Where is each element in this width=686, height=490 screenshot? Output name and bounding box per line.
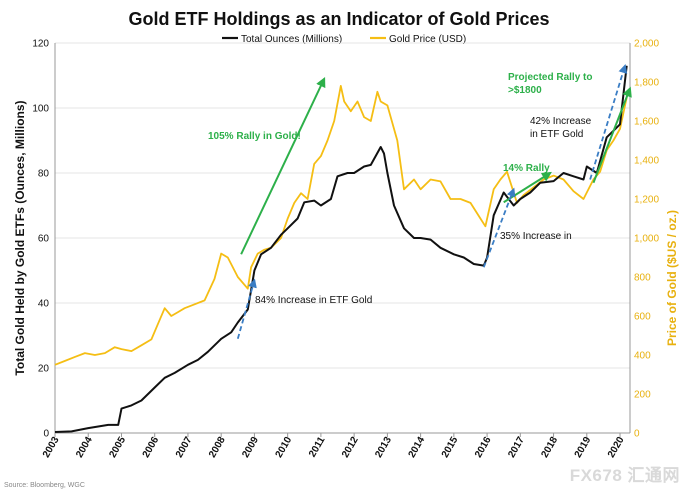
x-tick-label: 2010 [274,435,295,460]
annotation-projected-target: >$1800 [508,85,542,96]
right-tick-label: 600 [634,312,651,323]
left-tick-label: 0 [43,429,49,440]
annotation-in-etf-gold: in ETF Gold [530,129,583,140]
annotation-84-increase: 84% Increase in ETF Gold [255,295,372,306]
left-tick-label: 120 [32,39,49,50]
right-tick-label: 400 [634,351,651,362]
left-tick-label: 20 [38,364,50,375]
x-tick-label: 2014 [407,435,428,460]
x-tick-label: 2004 [74,435,95,460]
left-tick-label: 80 [38,169,50,180]
right-tick-label: 800 [634,273,651,284]
annotation-35-increase: 35% Increase in [500,231,572,242]
annotation-105-rally: 105% Rally in Gold! [208,131,301,142]
x-tick-label: 2006 [141,435,162,460]
trend-arrows [236,64,632,339]
trend-arrow-etf [482,187,516,268]
x-tick-label: 2005 [107,435,128,460]
x-tick-label: 2007 [174,435,195,460]
legend: Total Ounces (Millions) Gold Price (USD) [222,34,466,45]
x-tick-label: 2018 [540,435,561,460]
chart-title: Gold ETF Holdings as an Indicator of Gol… [128,9,549,29]
right-tick-label: 0 [634,429,640,440]
legend-label-price: Gold Price (USD) [389,34,466,45]
left-tick-label: 60 [38,234,50,245]
x-tick-label: 2015 [440,435,461,460]
trend-arrow-etf [236,278,257,339]
legend-label-ounces: Total Ounces (Millions) [241,34,342,45]
right-tick-label: 1,800 [634,78,659,89]
right-tick-label: 1,600 [634,117,659,128]
annotation-14-rally: 14% Rally [503,163,550,174]
x-tick-label: 2013 [373,435,394,460]
right-tick-label: 2,000 [634,39,659,50]
y-axis-title-right: Price of Gold ($US / oz.) [665,210,679,346]
right-tick-label: 200 [634,390,651,401]
series-line-total-ounces [54,65,628,433]
right-tick-label: 1,000 [634,234,659,245]
source-note: Source: Bloomberg, WGC [4,482,85,489]
trend-arrow-etf [589,64,628,180]
watermark: FX678 汇通网 [569,466,680,485]
left-tick-label: 40 [38,299,50,310]
x-tick-label: 2009 [240,435,261,460]
trend-arrow-rally [592,86,632,184]
axes: 0 20 40 60 80 100 120 0 200 400 600 800 1,000 1,200 1,… [13,39,679,460]
x-tick-label: 2016 [473,435,494,460]
annotation-projected-rally: Projected Rally to [508,72,592,83]
right-tick-label: 1,400 [634,156,659,167]
x-tick-label: 2011 [307,435,328,460]
annotation-42-increase: 42% Increase [530,116,592,127]
y-axis-title-left: Total Gold Held by Gold ETFs (Ounces, Mi… [13,100,27,375]
annotations: 105% Rally in Gold! 84% Increase in ETF … [208,72,592,306]
trend-arrow-rally [240,76,326,255]
series-line-gold-price [54,85,628,366]
right-tick-label: 1,200 [634,195,659,206]
x-tick-label: 2008 [207,435,228,460]
x-tick-label: 2019 [573,435,594,460]
x-tick-label: 2020 [606,435,627,460]
series [54,65,628,433]
x-tick-label: 2012 [340,435,361,460]
left-tick-label: 100 [32,104,49,115]
x-tick-label: 2017 [506,435,527,460]
